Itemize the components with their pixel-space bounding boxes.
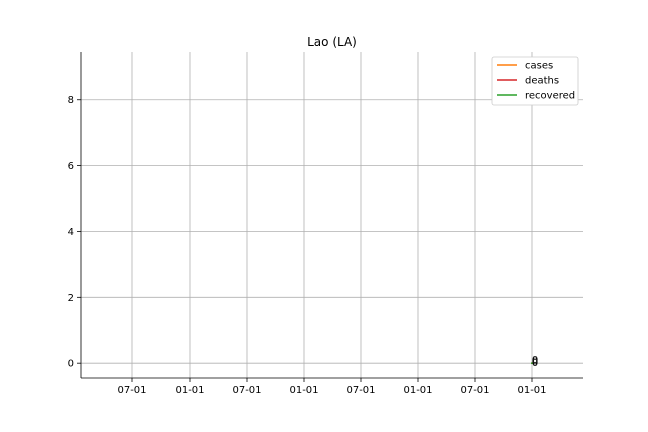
x-tick-label: 07-01: [232, 385, 261, 396]
x-tick-label: 07-01: [117, 385, 146, 396]
y-tick-label: 0: [68, 359, 74, 370]
legend-label-recovered: recovered: [525, 91, 575, 102]
legend-label-deaths: deaths: [525, 76, 559, 87]
x-tick-label: 01-01: [175, 385, 204, 396]
annotations: 000: [531, 355, 538, 369]
chart-title: Lao (LA): [307, 35, 357, 49]
y-tick-label: 4: [68, 227, 74, 238]
y-tick-label: 6: [68, 161, 74, 172]
axes: 07-01 01-01 07-01 01-01 07-01 01-01 07-01 01-01…: [68, 52, 583, 396]
legend-label-cases: cases: [525, 61, 553, 72]
x-tick-label: 07-01: [346, 385, 375, 396]
value-annotation: 0: [532, 357, 538, 368]
y-tick-label: 2: [68, 293, 74, 304]
y-tick-label: 8: [68, 95, 74, 106]
x-tick-label: 01-01: [289, 385, 318, 396]
value-annotation: 0: [532, 355, 538, 366]
x-tick-label: 01-01: [403, 385, 432, 396]
legend-box: [491, 56, 579, 106]
x-tick-label: 07-01: [460, 385, 489, 396]
legend: cases deaths recovered: [491, 56, 579, 106]
value-annotation: 0: [532, 358, 538, 369]
x-tick-label: 01-01: [517, 385, 546, 396]
